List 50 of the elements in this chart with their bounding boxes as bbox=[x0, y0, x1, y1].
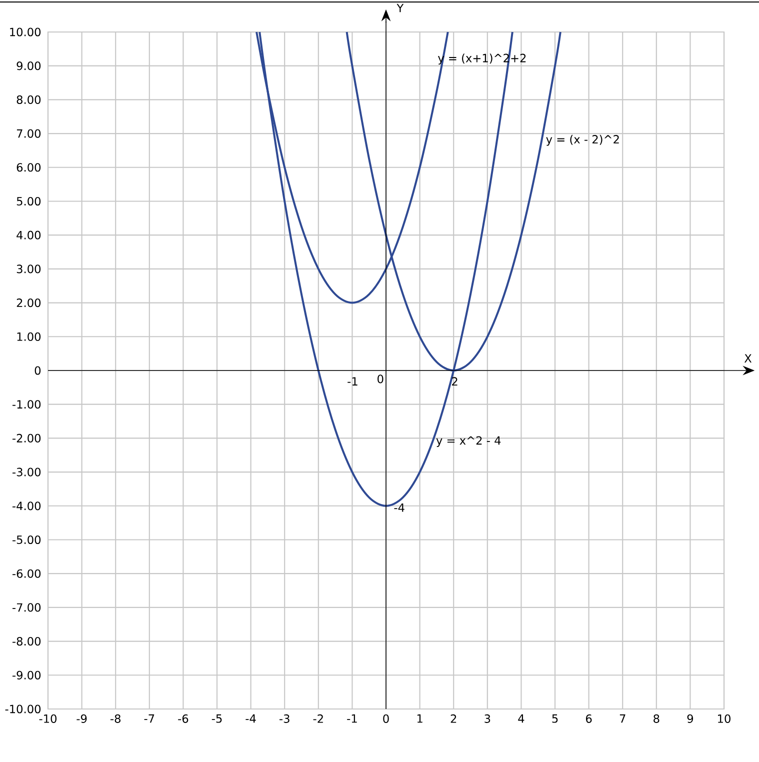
y-tick-label: 10.00 bbox=[10, 28, 41, 36]
x-tick-label: 1 bbox=[417, 714, 422, 723]
y-tick-label: -7.00 bbox=[12, 603, 41, 612]
y-axis-title: Y bbox=[396, 4, 404, 12]
x-tick-label: 9 bbox=[687, 714, 694, 723]
x-tick-label: -4 bbox=[246, 714, 256, 723]
y-tick-label: -9.00 bbox=[12, 670, 41, 680]
y-tick-label: 4.00 bbox=[16, 230, 41, 240]
x-tick-label: -1 bbox=[347, 714, 357, 723]
x-tick-label: -2 bbox=[313, 714, 323, 723]
y-tick-label: -10.00 bbox=[5, 704, 41, 714]
x-tick-label: -10 bbox=[39, 714, 57, 723]
annotation: -4 bbox=[394, 503, 404, 512]
x-tick-label: 5 bbox=[552, 714, 558, 723]
y-tick-label: 2.00 bbox=[16, 298, 41, 308]
y-tick-label: 8.00 bbox=[16, 95, 41, 104]
y-tick-label: 1.00 bbox=[17, 332, 41, 341]
x-tick-label: 0 bbox=[383, 714, 389, 723]
y-tick-label: 5.00 bbox=[16, 196, 41, 206]
y-tick-label: -6.00 bbox=[12, 569, 41, 578]
x-axis-title: X bbox=[744, 354, 752, 362]
x-tick-label: -9 bbox=[76, 714, 87, 723]
y-tick-label: -3.00 bbox=[12, 468, 41, 476]
y-tick-label: 3.00 bbox=[16, 264, 41, 274]
y-tick-label: -1.00 bbox=[12, 400, 41, 409]
x-tick-label: -3 bbox=[279, 714, 290, 723]
y-tick-label: 7.00 bbox=[16, 129, 41, 138]
x-tick-label: -7 bbox=[144, 714, 154, 723]
annotation: 2 bbox=[452, 377, 458, 386]
annotation: y = (x - 2)^2 bbox=[546, 134, 619, 146]
x-tick-label: 2 bbox=[450, 714, 456, 723]
x-tick-label: 7 bbox=[620, 714, 626, 723]
x-tick-label: 10 bbox=[718, 714, 730, 723]
x-tick-label: -6 bbox=[178, 714, 188, 723]
annotation: y = x^2 - 4 bbox=[436, 436, 501, 447]
annotation: -1 bbox=[348, 377, 358, 386]
y-tick-label: 6.00 bbox=[16, 163, 41, 172]
x-tick-label: 4 bbox=[518, 714, 524, 723]
x-tick-label: 8 bbox=[654, 714, 660, 723]
y-tick-label: -5.00 bbox=[12, 535, 41, 544]
x-tick-label: 6 bbox=[586, 714, 592, 723]
y-tick-label: 0 bbox=[34, 366, 41, 375]
x-tick-label: -8 bbox=[110, 714, 120, 723]
x-tick-label: -5 bbox=[212, 714, 222, 723]
annotation: 0 bbox=[378, 374, 384, 384]
y-tick-label: -2.00 bbox=[12, 434, 41, 442]
y-tick-label: -8.00 bbox=[12, 637, 41, 646]
y-tick-label: 9.00 bbox=[16, 62, 41, 70]
x-tick-label: 3 bbox=[484, 714, 490, 723]
y-tick-label: -4.00 bbox=[12, 502, 41, 510]
